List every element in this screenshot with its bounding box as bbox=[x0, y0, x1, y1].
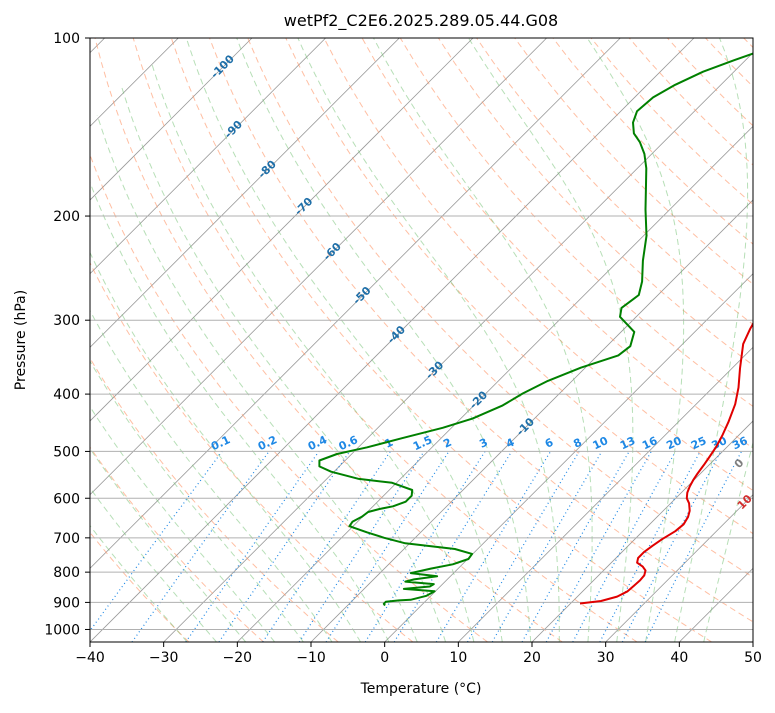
y-tick-label: 1000 bbox=[44, 622, 80, 638]
x-tick-label: 50 bbox=[744, 650, 762, 666]
y-tick-label: 500 bbox=[53, 444, 80, 460]
x-tick-label: −40 bbox=[75, 650, 105, 666]
y-axis-label: Pressure (hPa) bbox=[13, 290, 29, 390]
x-tick-label: 10 bbox=[449, 650, 467, 666]
x-tick-label: −20 bbox=[223, 650, 253, 666]
y-tick-label: 700 bbox=[53, 531, 80, 547]
chart-title: wetPf2_C2E6.2025.289.05.44.G08 bbox=[284, 11, 558, 31]
y-tick-label: 300 bbox=[53, 313, 80, 329]
y-tick-label: 600 bbox=[53, 491, 80, 507]
y-tick-label: 100 bbox=[53, 31, 80, 47]
y-tick-label: 200 bbox=[53, 209, 80, 225]
x-tick-label: 30 bbox=[597, 650, 615, 666]
x-tick-label: −30 bbox=[149, 650, 179, 666]
y-tick-label: 900 bbox=[53, 595, 80, 611]
x-axis-label: Temperature (°C) bbox=[360, 681, 482, 697]
x-tick-label: 40 bbox=[670, 650, 688, 666]
x-tick-label: −10 bbox=[296, 650, 326, 666]
y-tick-label: 800 bbox=[53, 565, 80, 581]
x-tick-label: 0 bbox=[380, 650, 389, 666]
y-tick-label: 400 bbox=[53, 387, 80, 403]
x-tick-label: 20 bbox=[523, 650, 541, 666]
